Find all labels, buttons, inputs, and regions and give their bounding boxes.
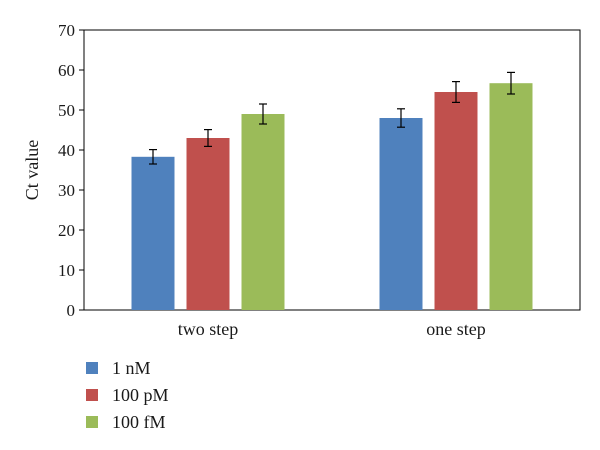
bar-100-fm [241,114,285,310]
y-tick-label: 70 [58,21,75,40]
y-tick-label: 40 [58,141,75,160]
legend: 1 nM 100 pM 100 fM [86,358,169,432]
plot-frame [83,29,581,311]
legend-swatch [86,389,98,401]
legend-swatch [86,416,98,428]
bar-100-pm [434,92,478,310]
legend-swatch [86,362,98,374]
legend-label: 100 pM [112,385,169,405]
bars-group [131,71,533,310]
x-category-label: two step [178,319,239,339]
x-axis: two step one step [178,319,486,339]
y-tick-label: 50 [58,101,75,120]
y-tick-label: 10 [58,261,75,280]
y-axis: 0 10 20 30 40 50 60 70 [58,21,84,320]
plot-area [83,29,581,311]
y-tick-label: 20 [58,221,75,240]
y-tick-label: 30 [58,181,75,200]
y-tick-label: 60 [58,61,75,80]
legend-label: 100 fM [112,412,166,432]
legend-label: 1 nM [112,358,151,378]
bar-1-nm [379,118,423,310]
y-tick-label: 0 [67,301,76,320]
x-category-label: one step [426,319,485,339]
bar-100-pm [186,138,230,310]
bar-100-fm [489,83,533,310]
y-axis-title: Ct value [22,140,42,201]
bar-1-nm [131,156,175,310]
